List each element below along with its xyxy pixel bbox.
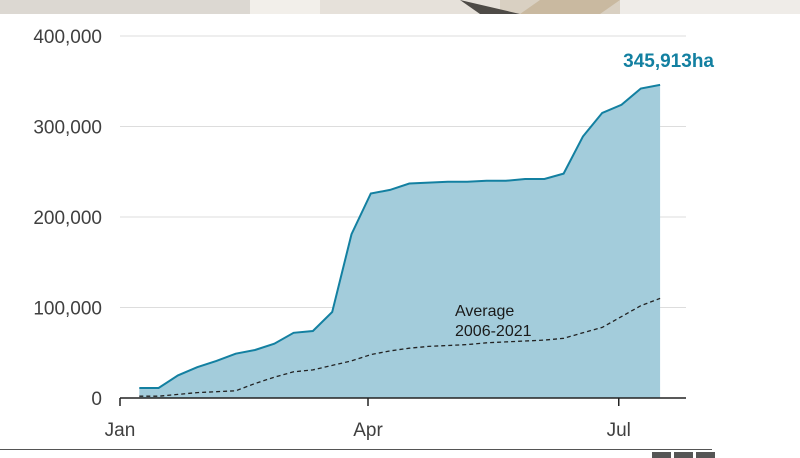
end-value-label: 345,913ha [623, 51, 714, 72]
x-tick-label: Jul [607, 420, 631, 441]
y-tick-label: 100,000 [33, 299, 102, 320]
average-label: Average [455, 303, 514, 320]
area-series [139, 83, 661, 399]
y-tick-label: 200,000 [33, 208, 102, 229]
bbc-logo [652, 452, 715, 458]
header-photo-strip [0, 0, 800, 14]
average-label: 2006-2021 [455, 323, 532, 340]
y-axis-labels: 0 100,000 200,000 300,000 400,000 [33, 27, 102, 410]
average-series [139, 297, 661, 397]
y-tick-label: 300,000 [33, 118, 102, 139]
y-tick-label: 0 [91, 389, 102, 410]
area-line [139, 83, 661, 389]
average-line [139, 297, 661, 397]
y-tick-label: 400,000 [33, 27, 102, 48]
area-fill [139, 84, 661, 399]
footer-divider [0, 449, 712, 450]
x-axis [119, 397, 686, 406]
x-tick-label: Jan [105, 420, 136, 441]
annotations: Average 2006-2021 345,913ha [455, 51, 714, 340]
x-tick-label: Apr [353, 420, 383, 441]
x-axis-labels: Jan Apr Jul [105, 420, 631, 441]
